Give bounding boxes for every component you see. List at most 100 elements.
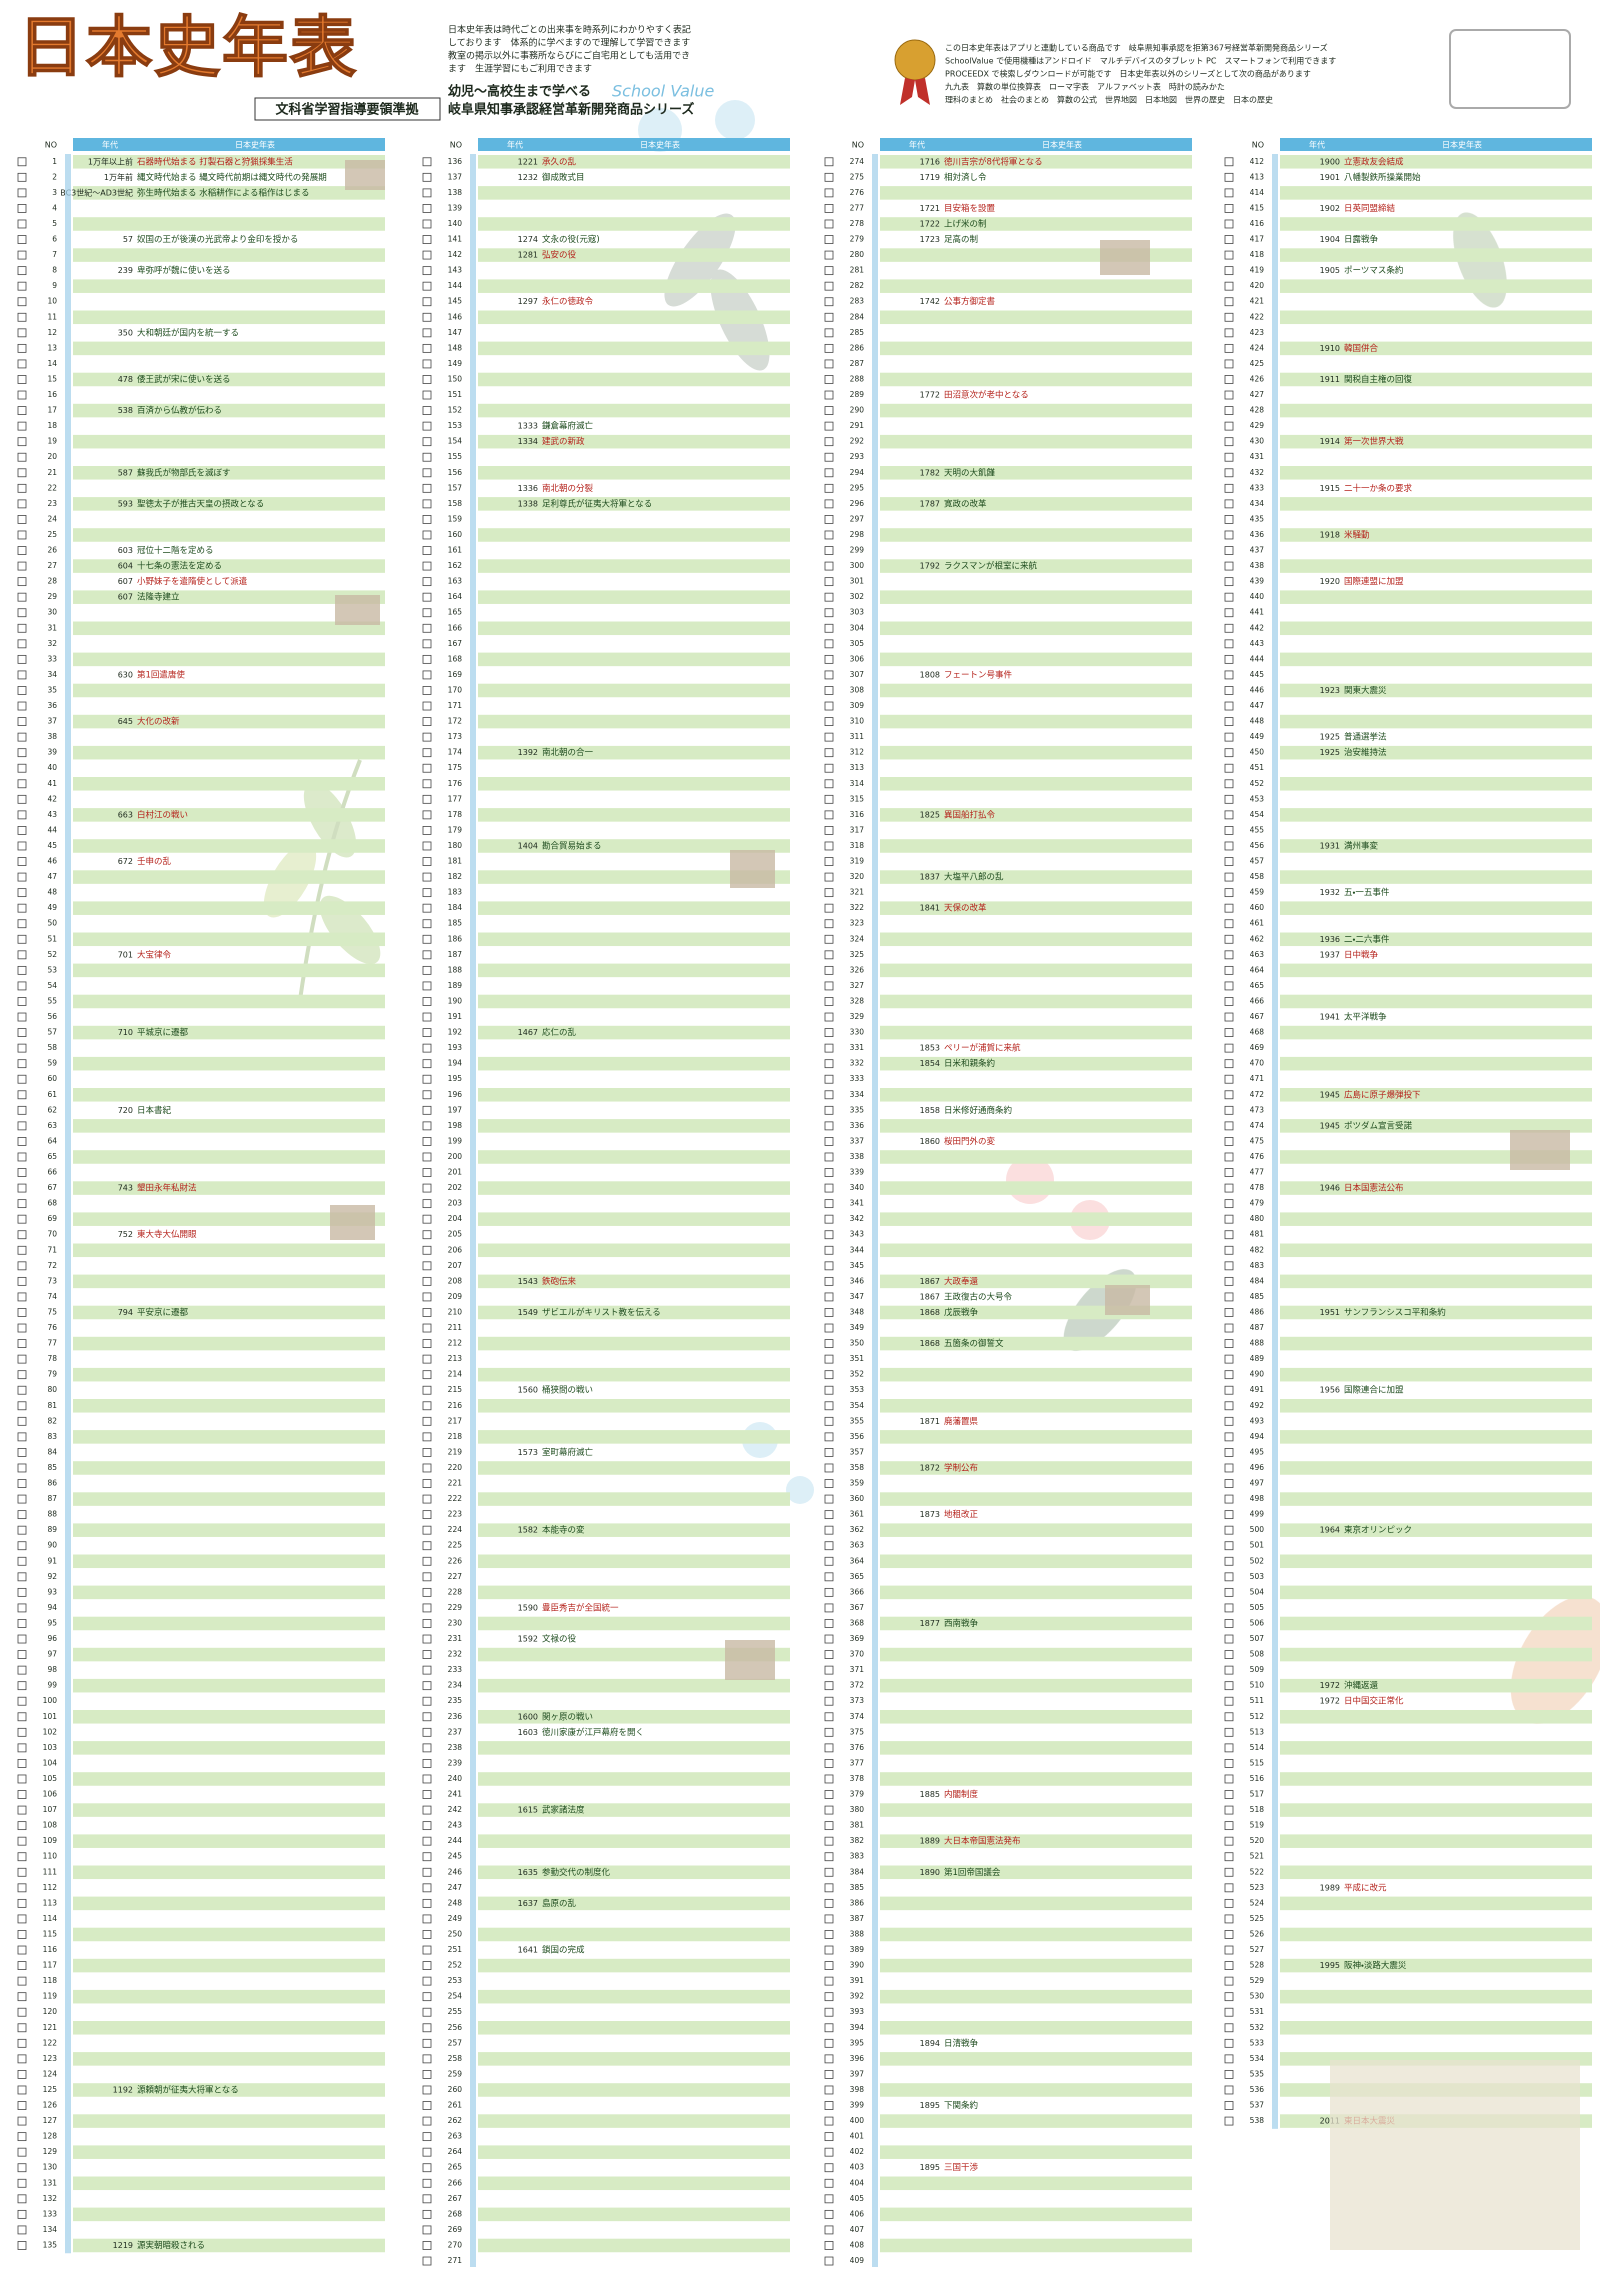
row-stripe xyxy=(73,1088,385,1102)
row-number: 174 xyxy=(448,748,463,757)
row-year: 1915 xyxy=(1320,484,1340,493)
row-number: 14 xyxy=(47,359,57,368)
row-stripe xyxy=(73,279,385,293)
row-number: 292 xyxy=(850,437,865,446)
checkbox xyxy=(824,748,834,758)
row-year: 645 xyxy=(118,717,133,726)
row-number: 534 xyxy=(1250,2054,1265,2063)
row-event: 日本書紀 xyxy=(137,1105,172,1116)
row-event: 日露戦争 xyxy=(1344,234,1379,245)
row-stripe xyxy=(1280,186,1592,200)
checkbox xyxy=(1224,1603,1234,1613)
row-number: 18 xyxy=(47,421,57,430)
checkbox xyxy=(824,2116,834,2126)
checkbox xyxy=(422,686,432,695)
checkbox xyxy=(422,1650,432,1659)
row-stripe xyxy=(1280,217,1592,231)
row-stripe xyxy=(478,621,790,636)
row-year: 1336 xyxy=(518,484,538,493)
checkbox xyxy=(422,1587,432,1597)
row-number: 89 xyxy=(47,1525,57,1534)
checkbox xyxy=(17,1012,27,1022)
row-stripe xyxy=(73,1025,385,1040)
row-event: 法隆寺建立 xyxy=(137,592,180,603)
row-number: 29 xyxy=(47,592,57,601)
row-year: 1404 xyxy=(518,841,538,850)
checkbox xyxy=(422,717,432,726)
row-number: 38 xyxy=(47,732,57,741)
row-stripe xyxy=(478,1741,790,1755)
row-number: 502 xyxy=(1250,1556,1265,1565)
checkbox xyxy=(17,592,27,602)
checkbox xyxy=(422,732,432,742)
checkbox xyxy=(422,530,432,540)
row-number: 515 xyxy=(1250,1758,1265,1767)
row-stripe xyxy=(478,2021,790,2035)
row-number: 46 xyxy=(47,857,57,866)
checkbox xyxy=(422,2132,432,2142)
row-stripe xyxy=(1280,932,1592,947)
row-number: 459 xyxy=(1250,888,1265,897)
checkbox xyxy=(17,826,27,835)
checkbox xyxy=(422,2241,432,2250)
checkbox xyxy=(17,1479,27,1488)
row-number: 281 xyxy=(850,266,865,275)
checkbox xyxy=(422,701,432,711)
row-number: 128 xyxy=(43,2132,58,2141)
checkbox xyxy=(1224,1012,1234,1022)
row-number: 351 xyxy=(850,1354,865,1363)
row-number: 324 xyxy=(850,934,865,943)
checkbox xyxy=(1224,577,1234,587)
row-year: 1900 xyxy=(1320,157,1340,166)
description-line: 教室の掲示以外に事務所ならびにご自宅用としても活用でき xyxy=(448,50,690,62)
checkbox xyxy=(824,2054,834,2064)
app-note-line: 理科のまとめ 社会のまとめ 算数の公式 世界地図 日本地図 世界の歴史 日本の歴… xyxy=(945,95,1273,105)
illustrations xyxy=(330,160,1580,2250)
row-stripe xyxy=(73,1274,385,1289)
row-number: 215 xyxy=(448,1385,463,1394)
checkbox xyxy=(824,1292,834,1302)
row-number: 441 xyxy=(1250,608,1265,617)
checkbox xyxy=(824,297,834,307)
row-number: 286 xyxy=(850,343,865,352)
row-number: 509 xyxy=(1250,1665,1265,1674)
checkbox xyxy=(824,997,834,1006)
checkbox xyxy=(422,2163,432,2173)
row-stripe xyxy=(1280,1710,1592,1724)
row-year: 794 xyxy=(118,1308,133,1317)
row-stripe xyxy=(73,745,385,760)
row-stripe xyxy=(73,372,385,387)
row-stripe xyxy=(1280,963,1592,978)
checkbox xyxy=(824,1852,834,1862)
row-number: 332 xyxy=(850,1059,865,1068)
row-number: 312 xyxy=(850,748,865,757)
checkbox xyxy=(824,1199,834,1209)
row-stripe xyxy=(73,1865,385,1880)
checkbox xyxy=(17,2054,27,2064)
row-year: 1792 xyxy=(920,562,940,571)
checkbox xyxy=(824,468,834,478)
row-event: 弥生時代始まる 水稲耕作による稲作はじまる xyxy=(137,187,309,198)
row-event: 倭王武が宋に使いを送る xyxy=(137,374,231,385)
row-year: 2011 xyxy=(1320,2117,1340,2126)
row-year: BC3世紀〜AD3世紀 xyxy=(60,187,133,197)
row-year: 701 xyxy=(118,950,133,959)
checkbox xyxy=(1224,1945,1234,1955)
checkbox xyxy=(17,2070,27,2079)
row-year: 1722 xyxy=(920,219,940,228)
row-number: 532 xyxy=(1250,2023,1265,2032)
row-number: 390 xyxy=(850,1961,865,1970)
row-year: 1867 xyxy=(920,1277,940,1286)
row-event: 壬申の乱 xyxy=(137,856,172,867)
checkbox xyxy=(17,1914,27,1924)
header-bar xyxy=(880,138,1192,151)
checkbox xyxy=(17,639,27,649)
row-stripe xyxy=(1280,341,1592,356)
row-year: 1543 xyxy=(518,1277,538,1286)
row-year: 1716 xyxy=(920,157,940,166)
checkbox xyxy=(1224,515,1234,524)
row-stripe xyxy=(73,1803,385,1817)
row-event: 承久の乱 xyxy=(542,156,577,167)
row-number: 266 xyxy=(448,2178,463,2187)
checkbox xyxy=(422,188,432,198)
